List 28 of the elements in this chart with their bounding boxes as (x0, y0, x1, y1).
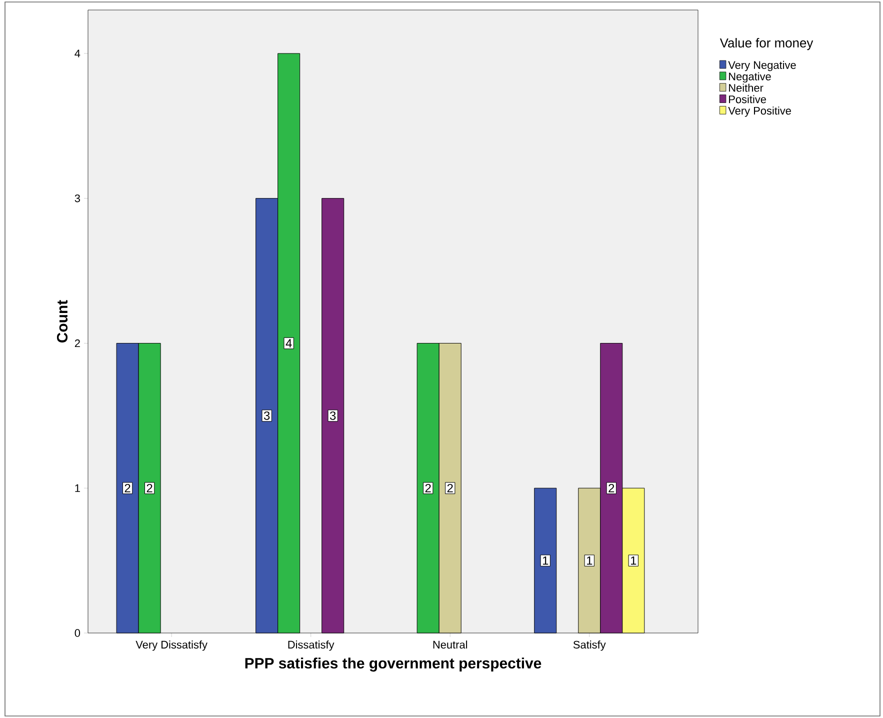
data-label: 2 (425, 484, 431, 492)
legend-label: Negative (729, 72, 771, 83)
y-tick-label: 3 (74, 194, 80, 202)
y-axis-title: Count (56, 300, 68, 342)
data-label: 1 (586, 556, 592, 565)
legend-label: Positive (729, 95, 766, 104)
legend-label: Very Negative (728, 60, 796, 72)
legend-title: Value for money (720, 38, 814, 50)
data-label: 2 (447, 484, 453, 492)
data-label: 2 (608, 484, 614, 492)
y-tick-label: 2 (74, 339, 80, 348)
data-label: 4 (286, 339, 292, 348)
y-tick-label: 4 (74, 50, 80, 58)
legend-label: Neither (729, 84, 764, 92)
x-tick-label: Satisfy (573, 640, 606, 651)
x-tick-label: Dissatisfy (288, 640, 334, 651)
data-label: 3 (330, 411, 336, 420)
x-tick-label: Very Dissatisfy (136, 640, 208, 651)
data-label: 3 (264, 411, 270, 420)
y-tick-label: 1 (75, 484, 80, 492)
data-label: 1 (630, 556, 636, 565)
legend-label: Very Positive (728, 106, 791, 117)
x-tick-label: Neutral (433, 640, 468, 649)
y-tick-label: 0 (74, 629, 80, 637)
x-axis-title: PPP satisfies the government perspective (245, 658, 542, 672)
data-label: 2 (124, 484, 130, 492)
data-label: 1 (542, 556, 548, 565)
data-label: 2 (146, 484, 152, 492)
